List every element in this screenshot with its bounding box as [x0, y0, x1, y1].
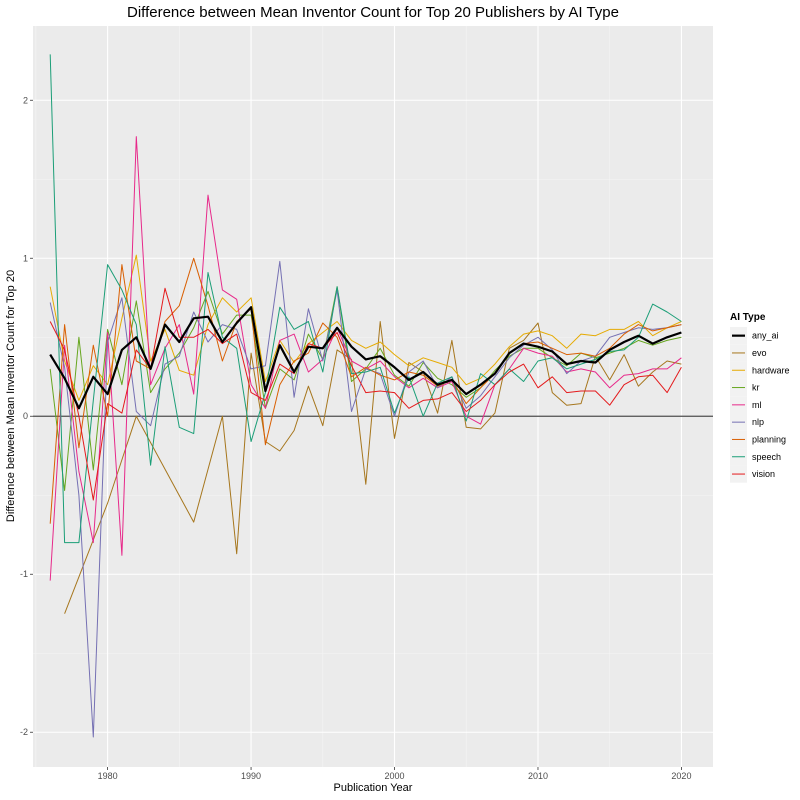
- x-tick-label: 1980: [98, 771, 118, 781]
- plot-panel: [33, 26, 713, 767]
- series-line-vision: [49, 287, 682, 501]
- series-line-speech: [49, 54, 682, 544]
- legend-label-hardware: hardware: [752, 365, 790, 375]
- legend-title: AI Type: [730, 312, 766, 323]
- y-tick-label: -2: [20, 727, 28, 737]
- legend-label-vision: vision: [752, 469, 775, 479]
- x-axis-title: Publication Year: [334, 782, 413, 794]
- x-tick-label: 2010: [528, 771, 548, 781]
- y-tick-label: 2: [23, 95, 28, 105]
- y-tick-label: -1: [20, 569, 28, 579]
- legend-label-nlp: nlp: [752, 417, 764, 427]
- y-axis-ticks: -2 -1 0 1 2: [20, 95, 33, 737]
- series-line-any_ai: [49, 306, 682, 410]
- x-axis-ticks: 1980 1990 2000 2010 2020: [98, 767, 691, 781]
- x-tick-label: 2000: [385, 771, 405, 781]
- y-tick-label: 1: [23, 253, 28, 263]
- legend-label-evo: evo: [752, 348, 767, 358]
- x-tick-label: 1990: [241, 771, 261, 781]
- legend-label-speech: speech: [752, 452, 781, 462]
- y-tick-label: 0: [23, 411, 28, 421]
- series-line-hardware: [49, 254, 682, 401]
- grid-minor: [33, 26, 713, 767]
- y-axis-title: Difference between Mean Inventor Count f…: [5, 270, 17, 522]
- legend-label-kr: kr: [752, 383, 760, 393]
- legend-label-any_ai: any_ai: [752, 331, 779, 341]
- legend-label-planning: planning: [752, 434, 786, 444]
- legend-label-ml: ml: [752, 400, 762, 410]
- series-lines: [49, 54, 682, 738]
- x-tick-label: 2020: [671, 771, 691, 781]
- chart-title: Difference between Mean Inventor Count f…: [127, 4, 619, 21]
